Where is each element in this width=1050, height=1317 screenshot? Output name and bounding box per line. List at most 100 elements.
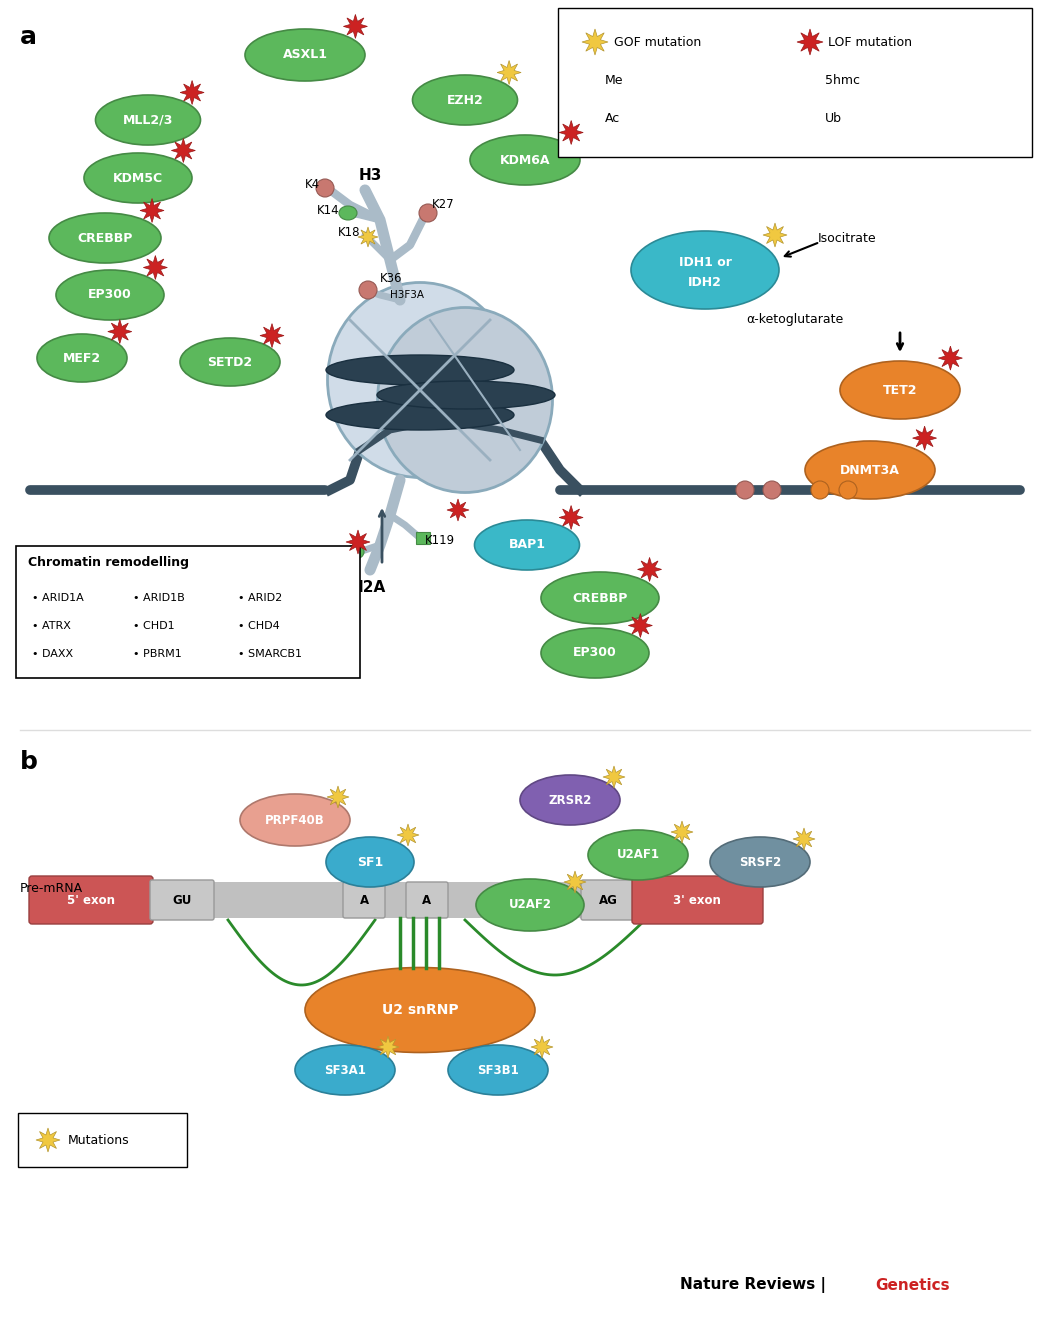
FancyBboxPatch shape bbox=[343, 882, 385, 918]
Ellipse shape bbox=[326, 356, 514, 385]
FancyBboxPatch shape bbox=[18, 1113, 187, 1167]
Text: ASXL1: ASXL1 bbox=[282, 49, 328, 62]
Text: • PBRM1: • PBRM1 bbox=[133, 649, 182, 658]
Ellipse shape bbox=[541, 572, 659, 624]
Polygon shape bbox=[637, 557, 662, 581]
Polygon shape bbox=[797, 29, 823, 55]
Polygon shape bbox=[912, 427, 937, 450]
Polygon shape bbox=[497, 61, 521, 84]
Circle shape bbox=[811, 481, 830, 499]
Text: • ARID1A: • ARID1A bbox=[32, 593, 84, 603]
Text: U2AF2: U2AF2 bbox=[508, 898, 551, 911]
Circle shape bbox=[799, 71, 817, 90]
Text: Nature Reviews |: Nature Reviews | bbox=[680, 1277, 832, 1293]
Polygon shape bbox=[582, 29, 608, 55]
Text: H3: H3 bbox=[358, 167, 382, 183]
Text: SF3A1: SF3A1 bbox=[324, 1064, 366, 1076]
Ellipse shape bbox=[520, 774, 620, 824]
Polygon shape bbox=[171, 138, 195, 162]
Text: K5: K5 bbox=[326, 547, 340, 560]
Ellipse shape bbox=[840, 361, 960, 419]
Ellipse shape bbox=[377, 381, 555, 410]
Text: • ARID2: • ARID2 bbox=[238, 593, 282, 603]
Text: K18: K18 bbox=[337, 225, 360, 238]
Polygon shape bbox=[763, 223, 788, 248]
Ellipse shape bbox=[710, 838, 810, 888]
Text: Ub: Ub bbox=[825, 112, 842, 125]
Circle shape bbox=[316, 179, 334, 198]
Polygon shape bbox=[559, 506, 583, 529]
Text: CREBBP: CREBBP bbox=[78, 232, 132, 245]
Text: Mutations: Mutations bbox=[68, 1134, 129, 1147]
FancyBboxPatch shape bbox=[29, 876, 153, 925]
Text: MLL2/3: MLL2/3 bbox=[123, 113, 173, 126]
Polygon shape bbox=[397, 824, 419, 846]
Ellipse shape bbox=[326, 400, 514, 429]
Text: A: A bbox=[422, 893, 432, 906]
FancyBboxPatch shape bbox=[406, 882, 448, 918]
Text: H3F3A: H3F3A bbox=[390, 290, 424, 300]
Ellipse shape bbox=[805, 441, 934, 499]
Text: KDM6A: KDM6A bbox=[500, 154, 550, 166]
Text: α-ketoglutarate: α-ketoglutarate bbox=[747, 313, 843, 327]
Polygon shape bbox=[564, 871, 586, 893]
Text: SRSF2: SRSF2 bbox=[739, 856, 781, 868]
Text: TET2: TET2 bbox=[883, 383, 918, 396]
Text: • SMARCB1: • SMARCB1 bbox=[238, 649, 302, 658]
FancyBboxPatch shape bbox=[150, 880, 214, 921]
Text: K36: K36 bbox=[380, 271, 402, 284]
Ellipse shape bbox=[631, 230, 779, 309]
Text: Me: Me bbox=[605, 74, 624, 87]
Ellipse shape bbox=[49, 213, 161, 263]
Polygon shape bbox=[358, 227, 378, 248]
Polygon shape bbox=[108, 320, 132, 344]
Bar bbox=[799, 111, 817, 125]
Text: 3' exon: 3' exon bbox=[673, 893, 721, 906]
Polygon shape bbox=[260, 324, 284, 348]
Text: • DAXX: • DAXX bbox=[32, 649, 74, 658]
Ellipse shape bbox=[339, 205, 357, 220]
Polygon shape bbox=[327, 786, 349, 809]
Polygon shape bbox=[343, 14, 368, 38]
Text: BAP1: BAP1 bbox=[508, 539, 546, 552]
Text: • CHD1: • CHD1 bbox=[133, 622, 174, 631]
Ellipse shape bbox=[588, 830, 688, 880]
Ellipse shape bbox=[448, 1044, 548, 1094]
Text: SF3B1: SF3B1 bbox=[477, 1064, 519, 1076]
Polygon shape bbox=[793, 828, 815, 849]
Circle shape bbox=[579, 71, 597, 90]
Text: K119: K119 bbox=[425, 533, 455, 547]
Ellipse shape bbox=[245, 29, 365, 82]
Polygon shape bbox=[939, 346, 963, 370]
Polygon shape bbox=[181, 80, 204, 104]
Circle shape bbox=[839, 481, 857, 499]
FancyBboxPatch shape bbox=[16, 547, 360, 678]
Bar bbox=[212, 882, 622, 918]
Text: LOF mutation: LOF mutation bbox=[828, 36, 912, 49]
Text: GU: GU bbox=[172, 893, 192, 906]
Text: • ARID1B: • ARID1B bbox=[133, 593, 185, 603]
Text: U2AF1: U2AF1 bbox=[616, 848, 659, 861]
Text: K27: K27 bbox=[432, 199, 455, 212]
Ellipse shape bbox=[328, 283, 512, 478]
Ellipse shape bbox=[96, 95, 201, 145]
Circle shape bbox=[763, 481, 781, 499]
Ellipse shape bbox=[180, 338, 280, 386]
Polygon shape bbox=[671, 820, 693, 843]
Text: Genetics: Genetics bbox=[875, 1277, 949, 1292]
FancyBboxPatch shape bbox=[558, 8, 1032, 157]
Text: K4: K4 bbox=[304, 179, 320, 191]
Text: Pre-mRNA: Pre-mRNA bbox=[20, 881, 83, 894]
Bar bbox=[416, 532, 430, 544]
Polygon shape bbox=[144, 255, 167, 279]
Ellipse shape bbox=[579, 111, 597, 125]
Text: IDH1 or: IDH1 or bbox=[678, 257, 732, 270]
Polygon shape bbox=[140, 199, 164, 223]
Ellipse shape bbox=[37, 335, 127, 382]
FancyBboxPatch shape bbox=[632, 876, 763, 925]
Text: EP300: EP300 bbox=[88, 288, 132, 302]
Text: IDH2: IDH2 bbox=[688, 277, 722, 290]
Text: EZH2: EZH2 bbox=[446, 94, 483, 107]
Text: • CHD4: • CHD4 bbox=[238, 622, 279, 631]
Text: ZRSR2: ZRSR2 bbox=[548, 794, 592, 806]
